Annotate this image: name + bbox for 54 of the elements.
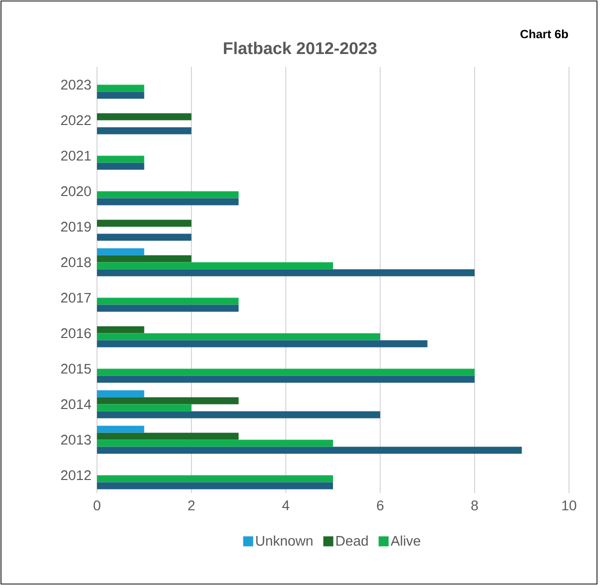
bar <box>97 326 144 334</box>
y-tick-label: 2017 <box>61 292 91 303</box>
bar <box>97 426 144 433</box>
bar <box>97 162 144 170</box>
y-tick-label: 2019 <box>61 222 91 232</box>
bar <box>97 113 192 120</box>
bar <box>97 446 522 454</box>
bar <box>97 92 144 99</box>
bar <box>97 84 144 92</box>
bar <box>97 127 192 134</box>
bar <box>97 475 334 482</box>
bar <box>97 234 192 241</box>
x-tick-label: 0 <box>94 500 100 510</box>
y-tick-label: 2023 <box>61 80 91 90</box>
y-tick-label: 2016 <box>61 328 91 338</box>
chart-title: Flatback 2012-2023 <box>224 42 377 54</box>
bar <box>97 156 144 163</box>
x-tick-label: 4 <box>282 500 290 510</box>
legend-label: Alive <box>390 536 420 546</box>
bar <box>97 482 334 490</box>
bar <box>97 432 239 440</box>
bar <box>97 404 192 412</box>
bar <box>97 304 239 312</box>
y-tick-label: 2014 <box>61 399 92 410</box>
x-tick-label: 2 <box>188 500 195 510</box>
caption: Chart 6b <box>520 30 568 38</box>
bar <box>97 368 475 376</box>
y-tick-label: 2015 <box>61 364 91 374</box>
bar <box>97 248 144 256</box>
bar <box>97 255 192 262</box>
y-tick-label: 2022 <box>61 115 91 126</box>
bar <box>97 298 239 305</box>
x-tick-label: 8 <box>471 500 478 510</box>
bar <box>97 198 239 206</box>
x-tick-label: 6 <box>377 500 384 510</box>
bar <box>97 376 475 383</box>
bar <box>97 269 475 276</box>
bar <box>97 397 239 404</box>
x-tick-label: 10 <box>562 500 576 510</box>
y-tick-label: 2012 <box>61 470 91 480</box>
y-tick-label: 2020 <box>61 186 91 196</box>
bar <box>97 340 428 348</box>
bar <box>97 333 380 340</box>
bar <box>97 411 380 418</box>
legend-label: Unknown <box>256 536 312 546</box>
y-tick-label: 2021 <box>61 150 91 161</box>
legend-label: Dead <box>336 536 368 546</box>
y-tick-label: 2018 <box>61 257 91 268</box>
bar <box>97 191 239 198</box>
bar <box>97 220 192 227</box>
bar <box>97 262 334 270</box>
y-tick-label: 2013 <box>61 434 91 445</box>
bar <box>97 440 334 447</box>
bar <box>97 390 144 398</box>
